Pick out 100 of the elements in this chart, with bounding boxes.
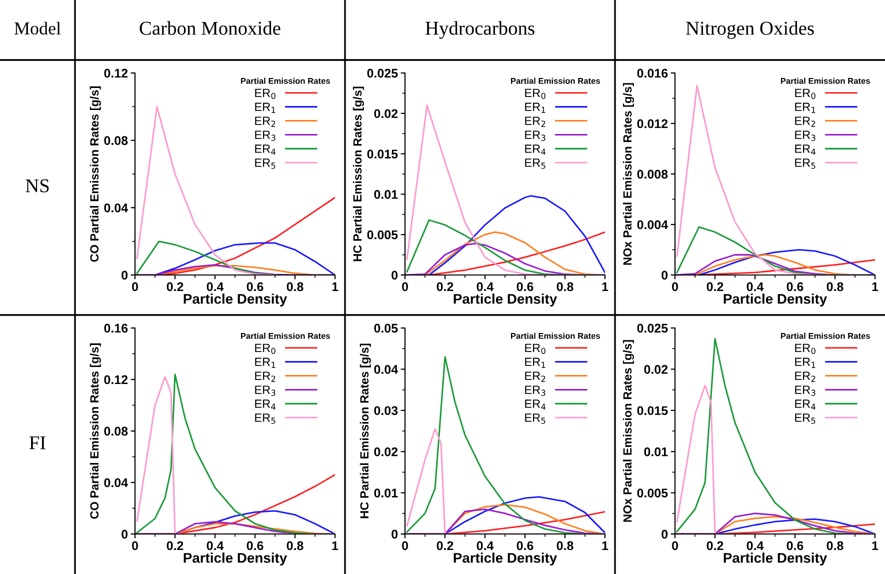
y-tick-label: 0.005 [367, 230, 398, 240]
x-tick-label: 0.4 [206, 282, 224, 292]
x-axis-title: Particle Density [724, 294, 828, 307]
x-tick-label: 1 [872, 282, 878, 292]
legend-label: ER$_{1}$ [525, 358, 546, 368]
x-tick-label: 0.2 [166, 282, 184, 292]
legend-title: Partial Emission Rates [510, 332, 600, 339]
legend-label: ER$_{1}$ [525, 102, 546, 113]
y-tick-label: 0.005 [637, 488, 668, 498]
legend-label: ER$_{2}$ [525, 372, 546, 382]
y-tick-label: 0.02 [644, 365, 668, 374]
x-tick-label: 0.6 [246, 541, 264, 550]
y-tick-label: 0 [392, 530, 398, 539]
y-axis-title: NOx Partial Emission Rates [g/s] [622, 83, 634, 265]
legend-label: ER$_{5}$ [255, 158, 276, 169]
legend-label: ER$_{3}$ [795, 386, 816, 396]
x-tick-label: 0.4 [476, 541, 494, 550]
y-tick-label: 0.02 [374, 447, 398, 456]
legend-title: Partial Emission Rates [780, 332, 870, 339]
x-tick-label: 0.2 [166, 541, 184, 550]
x-tick-label: 0.2 [436, 541, 454, 550]
legend-label: ER$_{0}$ [795, 344, 816, 354]
y-tick-label: 0.04 [374, 365, 398, 374]
x-tick-label: 1 [332, 541, 338, 550]
legend-label: ER$_{2}$ [525, 116, 546, 127]
legend-title: Partial Emission Rates [240, 78, 330, 84]
x-axis-title: Particle Density [184, 294, 288, 307]
legend-label: ER$_{3}$ [255, 386, 276, 396]
y-tick-label: 0.01 [374, 190, 398, 199]
x-tick-label: 0 [672, 541, 678, 550]
legend-label: ER$_{1}$ [255, 358, 276, 368]
x-tick-label: 0 [132, 282, 138, 292]
x-axis-title: Particle Density [454, 552, 558, 566]
y-tick-label: 0.01 [644, 447, 668, 456]
y-tick-label: 0 [662, 530, 668, 539]
x-tick-label: 0.8 [826, 541, 844, 550]
x-tick-label: 0.8 [556, 541, 574, 550]
y-tick-label: 0.012 [637, 119, 668, 128]
x-tick-label: 0.8 [286, 541, 304, 550]
x-tick-label: 0.4 [206, 541, 224, 550]
legend-label: ER$_{0}$ [255, 88, 276, 100]
x-tick-label: 0.2 [706, 282, 724, 292]
y-axis-title: CO Partial Emission Rates [g/s] [90, 86, 101, 262]
legend-title: Partial Emission Rates [780, 78, 870, 84]
x-tick-label: 0 [402, 541, 408, 550]
y-tick-label: 0.025 [637, 324, 668, 333]
legend-label: ER$_{0}$ [255, 344, 276, 354]
legend-label: ER$_{3}$ [525, 386, 546, 396]
y-tick-label: 0.004 [637, 220, 668, 230]
y-tick-label: 0.08 [104, 426, 128, 436]
legend-label: ER$_{0}$ [525, 88, 546, 100]
legend-label: ER$_{2}$ [795, 116, 816, 127]
x-tick-label: 0.6 [516, 282, 534, 292]
x-tick-label: 1 [872, 541, 878, 550]
x-tick-label: 0.6 [786, 282, 804, 292]
x-tick-label: 0 [672, 282, 678, 292]
legend-label: ER$_{3}$ [525, 130, 546, 141]
legend-label: ER$_{4}$ [255, 144, 276, 155]
legend-label: ER$_{3}$ [255, 130, 276, 141]
legend-label: ER$_{5}$ [795, 414, 816, 424]
x-tick-label: 0.2 [436, 282, 454, 292]
x-tick-label: 0 [402, 282, 408, 292]
y-axis-title: CO Partial Emission Rates [g/s] [90, 343, 101, 519]
y-tick-label: 0.08 [104, 136, 128, 145]
y-tick-label: 0.015 [367, 150, 398, 158]
y-axis-title: NOx Partial Emission Rates [g/s] [622, 340, 634, 522]
legend-label: ER$_{5}$ [525, 158, 546, 169]
legend-label: ER$_{1}$ [795, 102, 816, 113]
x-tick-label: 0.4 [746, 282, 764, 292]
x-tick-label: 1 [332, 282, 338, 292]
x-tick-label: 0.6 [786, 541, 804, 550]
y-tick-label: 0 [392, 270, 398, 280]
x-tick-label: 0.2 [706, 541, 724, 550]
y-tick-label: 0.01 [374, 488, 398, 498]
x-tick-label: 0.8 [286, 282, 304, 292]
x-tick-label: 0.4 [476, 282, 494, 292]
legend-label: ER$_{2}$ [255, 116, 276, 127]
x-tick-label: 0.6 [516, 541, 534, 550]
legend-label: ER$_{3}$ [795, 130, 816, 141]
text: FI [29, 436, 46, 450]
x-axis-title: Particle Density [724, 552, 828, 566]
legend-label: ER$_{1}$ [255, 102, 276, 113]
legend-label: ER$_{0}$ [525, 344, 546, 354]
y-tick-label: 0 [662, 270, 668, 280]
y-tick-label: 0.02 [374, 109, 398, 118]
legend-title: Partial Emission Rates [510, 78, 600, 84]
legend-label: ER$_{2}$ [795, 372, 816, 382]
x-tick-label: 0 [132, 541, 138, 550]
y-tick-label: 0.008 [637, 170, 668, 179]
x-tick-label: 1 [602, 541, 608, 550]
legend-label: ER$_{5}$ [255, 414, 276, 424]
y-tick-label: 0 [122, 530, 128, 539]
y-tick-label: 0.03 [374, 406, 398, 416]
x-tick-label: 0.4 [746, 541, 764, 550]
legend-label: ER$_{2}$ [255, 372, 276, 382]
legend-label: ER$_{4}$ [525, 144, 546, 155]
y-axis-title: HC Partial Emission Rates [g/s] [352, 86, 364, 262]
x-tick-label: 1 [602, 282, 608, 292]
legend-label: ER$_{5}$ [525, 414, 546, 424]
x-tick-label: 0.8 [556, 282, 574, 292]
